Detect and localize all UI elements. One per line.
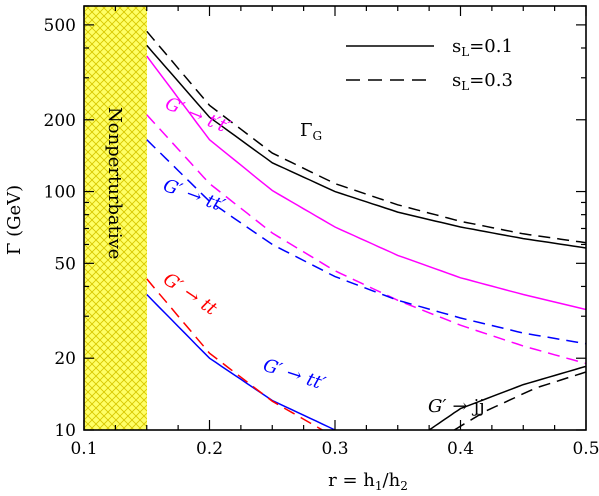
series-line-4 xyxy=(146,139,586,345)
series-line-7 xyxy=(428,365,586,430)
x-tick-label: 0.1 xyxy=(70,439,97,459)
legend: sL=0.1 sL=0.3 xyxy=(346,36,513,93)
series-layer xyxy=(146,30,586,430)
blue-low-process-label: G′→tt′ xyxy=(260,355,327,395)
ticks-layer: 0.1 0.2 0.3 0.4 0.5 10 20 50 100 200 500 xyxy=(44,5,599,459)
series-line-5 xyxy=(146,293,336,430)
blue-process-label: G′→tt′ xyxy=(160,175,227,217)
legend-label-dashed: sL=0.3 xyxy=(452,70,513,93)
x-axis-title: r = h1/h2 xyxy=(328,470,408,493)
gamma-g-label: ΓG xyxy=(300,120,322,143)
series-line-3 xyxy=(146,114,586,365)
x-tick-label: 0.5 xyxy=(572,439,599,459)
series-line-2 xyxy=(146,55,586,311)
series-line-6 xyxy=(146,278,323,430)
magenta-process-label: G′→t′t′ xyxy=(162,93,233,138)
y-tick-label: 500 xyxy=(44,16,76,36)
x-tick-label: 0.4 xyxy=(447,439,474,459)
legend-label-solid: sL=0.1 xyxy=(452,36,513,59)
y-axis-title: Γ (GeV) xyxy=(4,185,25,255)
jj-process-label: G′ → jj xyxy=(428,396,485,417)
y-tick-label: 10 xyxy=(54,421,76,441)
series-line-8 xyxy=(453,371,586,430)
x-tick-label: 0.3 xyxy=(321,439,348,459)
nonperturbative-region xyxy=(84,6,147,430)
x-tick-label: 0.2 xyxy=(196,439,223,459)
plot-frame xyxy=(83,5,587,431)
nonperturbative-label: Nonperturbative xyxy=(104,107,125,259)
y-tick-label: 100 xyxy=(44,183,76,203)
y-tick-label: 50 xyxy=(54,254,76,274)
series-line-0 xyxy=(146,44,586,249)
y-tick-label: 200 xyxy=(44,111,76,131)
red-process-label: G′→tt xyxy=(159,269,221,320)
y-tick-label: 20 xyxy=(54,349,76,369)
